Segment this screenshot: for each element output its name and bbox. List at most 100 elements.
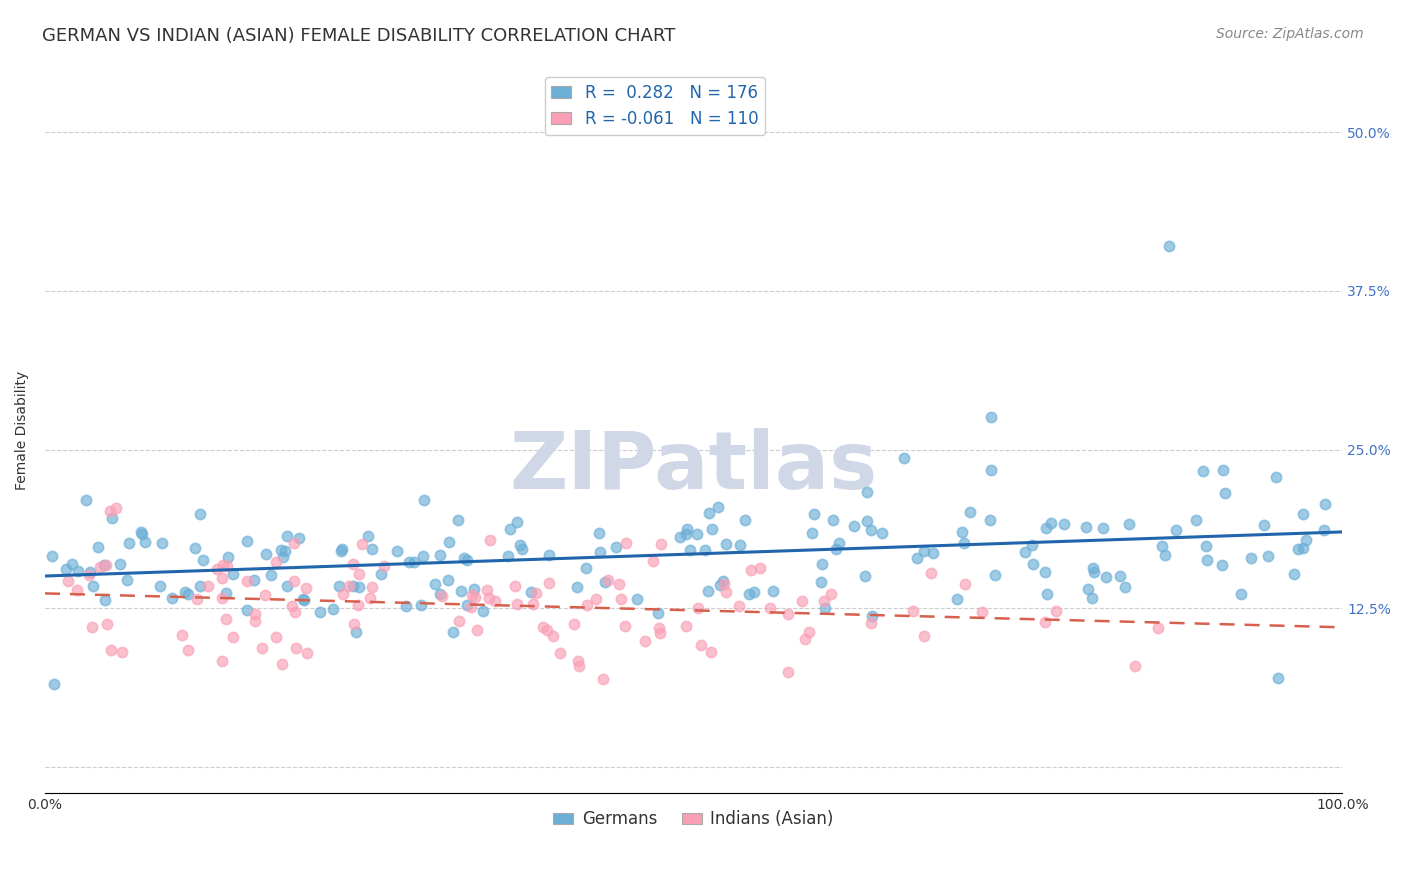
Germans: [330, 541, 353, 556]
Indians (Asian): [700, 645, 723, 659]
Indians (Asian): [294, 581, 316, 595]
Indians (Asian): [607, 577, 630, 591]
Germans: [626, 591, 648, 606]
Germans: [1109, 568, 1132, 582]
Germans: [274, 544, 297, 558]
Indians (Asian): [686, 600, 709, 615]
Germans: [1035, 521, 1057, 535]
Germans: [675, 526, 697, 541]
Germans: [1074, 520, 1097, 534]
Germans: [679, 543, 702, 558]
Indians (Asian): [650, 537, 672, 551]
Germans: [595, 575, 617, 590]
Germans: [824, 541, 846, 556]
Germans: [425, 577, 447, 591]
Germans: [1081, 591, 1104, 605]
Germans: [1083, 565, 1105, 579]
Germans: [412, 549, 434, 563]
Germans: [1253, 518, 1275, 533]
Indians (Asian): [616, 536, 638, 550]
Indians (Asian): [343, 616, 366, 631]
Indians (Asian): [522, 597, 544, 611]
Germans: [1212, 463, 1234, 477]
Indians (Asian): [538, 576, 561, 591]
Indians (Asian): [254, 588, 277, 602]
Indians (Asian): [373, 559, 395, 574]
Indians (Asian): [970, 605, 993, 619]
Germans: [1091, 521, 1114, 535]
Germans: [588, 545, 610, 559]
Indians (Asian): [252, 641, 274, 656]
Indians (Asian): [271, 657, 294, 671]
Indians (Asian): [567, 654, 589, 668]
Indians (Asian): [1123, 658, 1146, 673]
Germans: [117, 573, 139, 587]
Indians (Asian): [641, 554, 664, 568]
Germans: [575, 561, 598, 575]
Indians (Asian): [531, 620, 554, 634]
Germans: [605, 540, 627, 554]
Indians (Asian): [352, 537, 374, 551]
Indians (Asian): [211, 591, 233, 606]
Indians (Asian): [901, 604, 924, 618]
Indians (Asian): [359, 591, 381, 606]
Germans: [456, 553, 478, 567]
Germans: [87, 540, 110, 554]
Indians (Asian): [820, 587, 842, 601]
Indians (Asian): [728, 599, 751, 613]
Indians (Asian): [596, 574, 619, 588]
Indians (Asian): [56, 574, 79, 589]
Indians (Asian): [281, 599, 304, 614]
Germans: [94, 593, 117, 607]
Indians (Asian): [484, 593, 506, 607]
Indians (Asian): [713, 577, 735, 591]
Germans: [193, 553, 215, 567]
Germans: [810, 575, 832, 590]
Germans: [762, 584, 785, 599]
Indians (Asian): [98, 503, 121, 517]
Text: GERMAN VS INDIAN (ASIAN) FEMALE DISABILITY CORRELATION CHART: GERMAN VS INDIAN (ASIAN) FEMALE DISABILI…: [42, 27, 675, 45]
Germans: [260, 567, 283, 582]
Germans: [728, 538, 751, 552]
Indians (Asian): [96, 616, 118, 631]
Germans: [1077, 582, 1099, 597]
Germans: [950, 524, 973, 539]
Indians (Asian): [235, 574, 257, 588]
Germans: [42, 677, 65, 691]
Indians (Asian): [222, 630, 245, 644]
Germans: [588, 525, 610, 540]
Germans: [803, 507, 825, 521]
Germans: [1083, 561, 1105, 575]
Indians (Asian): [759, 601, 782, 615]
Indians (Asian): [506, 597, 529, 611]
Germans: [370, 566, 392, 581]
Indians (Asian): [541, 629, 564, 643]
Indians (Asian): [675, 618, 697, 632]
Germans: [860, 608, 883, 623]
Germans: [1153, 548, 1175, 562]
Germans: [952, 536, 974, 550]
Germans: [446, 513, 468, 527]
Germans: [669, 530, 692, 544]
Germans: [853, 568, 876, 582]
Indians (Asian): [460, 600, 482, 615]
Indians (Asian): [562, 617, 585, 632]
Indians (Asian): [648, 621, 671, 635]
Germans: [1014, 545, 1036, 559]
Germans: [1315, 497, 1337, 511]
Germans: [946, 591, 969, 606]
Germans: [1267, 671, 1289, 685]
Germans: [538, 548, 561, 562]
Germans: [1211, 558, 1233, 573]
Text: ZIPatlas: ZIPatlas: [509, 428, 877, 506]
Germans: [188, 579, 211, 593]
Germans: [1036, 587, 1059, 601]
Germans: [360, 542, 382, 557]
Germans: [912, 544, 935, 558]
Indians (Asian): [89, 560, 111, 574]
Germans: [309, 605, 332, 619]
Germans: [823, 513, 845, 527]
Germans: [1230, 587, 1253, 601]
Germans: [800, 525, 823, 540]
Germans: [276, 529, 298, 543]
